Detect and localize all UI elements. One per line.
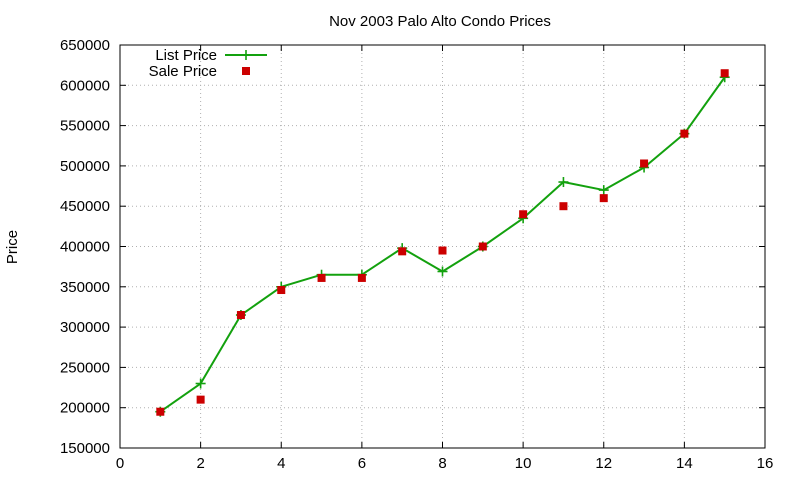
x-tick-label: 12 (595, 455, 612, 472)
y-tick-label: 650000 (60, 37, 110, 54)
sale-price-point (680, 129, 689, 138)
y-tick-label: 300000 (60, 319, 110, 336)
x-tick-label: 10 (515, 455, 532, 472)
y-tick-label: 150000 (60, 440, 110, 457)
sale-price-point (559, 202, 568, 211)
y-tick-label: 400000 (60, 239, 110, 256)
series-sale-price (156, 69, 729, 416)
legend-label: Sale Price (149, 63, 217, 80)
grid-lines (120, 45, 765, 448)
sale-price-point (720, 69, 729, 78)
sale-price-point (519, 210, 528, 219)
sale-price-point (236, 311, 245, 320)
legend-square-swatch (242, 67, 250, 75)
series-layer (155, 69, 730, 417)
y-axis-label: Price (4, 230, 21, 264)
legend-plus-swatch (241, 50, 251, 60)
y-tick-label: 250000 (60, 359, 110, 376)
x-tick-label: 14 (676, 455, 693, 472)
y-tick-label: 200000 (60, 400, 110, 417)
y-tick-label: 350000 (60, 279, 110, 296)
x-tick-label: 4 (277, 455, 285, 472)
x-tick-label: 8 (438, 455, 446, 472)
y-tick-label: 450000 (60, 198, 110, 215)
sale-price-point (599, 194, 608, 203)
list-price-point (558, 177, 569, 188)
sale-price-point (478, 242, 487, 251)
y-tick-label: 600000 (60, 77, 110, 94)
x-tick-label: 2 (196, 455, 204, 472)
sale-price-point (398, 247, 407, 256)
x-tick-label: 6 (358, 455, 366, 472)
sale-price-point (357, 273, 366, 282)
sale-price-point (640, 159, 649, 168)
list-price-point (598, 185, 609, 196)
sale-price-point (317, 273, 326, 282)
sale-price-point (196, 395, 205, 404)
x-tick-label: 16 (757, 455, 774, 472)
list-price-point (437, 266, 448, 277)
legend-label: List Price (155, 47, 217, 64)
list-price-point (195, 378, 206, 389)
sale-price-point (277, 286, 286, 295)
chart-title: Nov 2003 Palo Alto Condo Prices (329, 13, 551, 30)
sale-price-point (156, 407, 165, 416)
sale-price-point (438, 246, 447, 255)
axis-ticks: 0 2 4 6 8 10 12 14 16 150000 200000 250000 300000 350… (60, 37, 773, 472)
x-tick-label: 0 (116, 455, 124, 472)
y-tick-label: 550000 (60, 118, 110, 135)
y-tick-label: 500000 (60, 158, 110, 175)
